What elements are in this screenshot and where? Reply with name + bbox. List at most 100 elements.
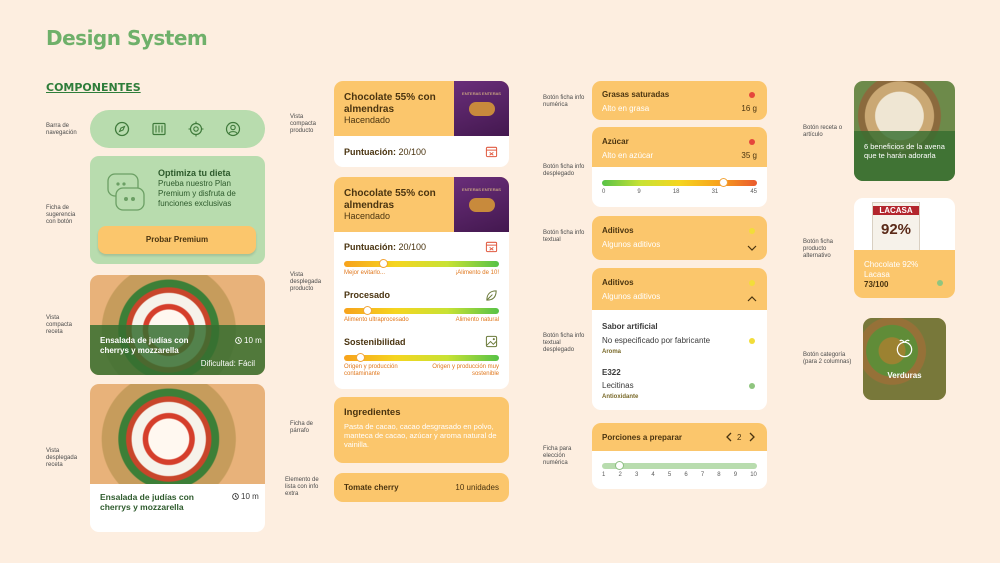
image-icon bbox=[485, 335, 498, 348]
tick-label: 3 bbox=[634, 472, 639, 478]
score-scale: Mejor evitarlo... ¡Alimento de 10! bbox=[344, 259, 499, 276]
tick-label: 5 bbox=[667, 472, 672, 478]
status-dot bbox=[749, 280, 755, 286]
paragraph-card: Ingredientes Pasta de cacao, cacao desgr… bbox=[334, 397, 509, 463]
calendar-icon bbox=[485, 241, 498, 253]
tick-label: 31 bbox=[711, 189, 719, 195]
alt-product-brand: Lacasa bbox=[864, 270, 890, 279]
additive-tag: Aroma bbox=[602, 349, 622, 355]
sat-fats-card[interactable]: Grasas saturadas Alto en grasa 16 g bbox=[592, 81, 767, 120]
info-title: Aditivos bbox=[602, 226, 634, 235]
premium-button[interactable]: Probar Premium bbox=[98, 226, 256, 254]
tick-label: 1 bbox=[602, 472, 606, 478]
list-item-qty: 10 unidades bbox=[455, 483, 499, 492]
article-card[interactable]: 6 beneficios de la avena que te harán ad… bbox=[854, 81, 955, 181]
article-title: 6 beneficios de la avena que te harán ad… bbox=[864, 142, 945, 160]
portions-slider[interactable]: 1 2 3 4 5 6 7 8 9 10 bbox=[602, 461, 757, 478]
score-value: 20/100 bbox=[398, 147, 427, 157]
recipe-image bbox=[90, 384, 265, 484]
fridge-icon[interactable] bbox=[150, 120, 168, 138]
info-value: 35 g bbox=[741, 151, 757, 160]
suggestion-card: Optimiza tu dieta Prueba nuestro Plan Pr… bbox=[90, 156, 265, 264]
info-title: Grasas saturadas bbox=[602, 90, 670, 99]
score-value: 20/100 bbox=[398, 242, 427, 252]
status-dot bbox=[937, 280, 943, 286]
section-heading: COMPONENTES bbox=[46, 81, 141, 94]
additive-dot bbox=[749, 338, 755, 344]
tick-label: 45 bbox=[750, 189, 757, 195]
info-sub: Alto en grasa bbox=[602, 104, 650, 113]
additive-desc: No especificado por fabricante bbox=[602, 336, 711, 345]
suggestion-title: Optimiza tu dieta bbox=[158, 168, 231, 178]
tick-label: 6 bbox=[684, 472, 688, 478]
recipe-name: Ensalada de judías con cherrys y mozzare… bbox=[100, 336, 189, 355]
label-expanded-product: Vista desplegada producto bbox=[290, 272, 322, 292]
label-compact-product: Vista compacta producto bbox=[290, 114, 317, 134]
sustainability-scale: Origen y producción contaminante Origen … bbox=[344, 353, 499, 378]
clock-icon bbox=[235, 337, 242, 344]
product-name: Chocolate 55% con almendras bbox=[344, 92, 436, 115]
product-compact-card[interactable]: Chocolate 55% con almendras Hacendado EN… bbox=[334, 81, 509, 167]
recipe-compact-card[interactable]: Ensalada de judías con cherrys y mozzare… bbox=[90, 275, 265, 375]
vegetables-icon bbox=[896, 339, 913, 358]
category-card[interactable]: Verduras bbox=[863, 318, 946, 400]
recipe-time: 10 m bbox=[241, 492, 259, 501]
label-numeric-expanded: Botón ficha info desplegado bbox=[543, 164, 585, 177]
processed-title: Procesado bbox=[344, 290, 391, 300]
product-expanded-card[interactable]: Chocolate 55% con almendras Hacendado EN… bbox=[334, 177, 509, 389]
product-brand: Hacendado bbox=[344, 115, 391, 125]
paragraph-title: Ingredientes bbox=[344, 407, 401, 418]
label-alt-product: Botón ficha producto alternativo bbox=[803, 239, 834, 259]
processed-scale: Alimento ultraprocesado Alimento natural bbox=[344, 306, 499, 323]
recipe-name: Ensalada de judías con cherrys y mozzare… bbox=[100, 492, 195, 512]
alt-product-score: 73/100 bbox=[864, 280, 889, 289]
alt-product-name: Chocolate 92% bbox=[864, 260, 919, 269]
info-sub: Algunos aditivos bbox=[602, 240, 661, 249]
tick-label: 8 bbox=[717, 472, 721, 478]
clock-icon bbox=[232, 493, 239, 500]
status-dot bbox=[749, 139, 755, 145]
sustainability-title: Sostenibilidad bbox=[344, 337, 406, 347]
recipe-expanded-card[interactable]: Ensalada de judías con cherrys y mozzare… bbox=[90, 384, 265, 532]
label-navbar: Barra de navegación bbox=[46, 123, 77, 136]
list-item[interactable]: Tomate cherry 10 unidades bbox=[334, 473, 509, 502]
product-image: ENTERAS ENTERAS bbox=[454, 177, 509, 232]
target-icon[interactable] bbox=[187, 120, 205, 138]
info-title: Aditivos bbox=[602, 278, 634, 287]
score-label: Puntuación: bbox=[344, 242, 396, 252]
compass-icon[interactable] bbox=[113, 120, 131, 138]
tick-label: 2 bbox=[618, 472, 622, 478]
recipe-time: 10 m bbox=[244, 336, 262, 345]
status-dot bbox=[749, 92, 755, 98]
tick-label: 0 bbox=[602, 189, 606, 195]
profile-icon[interactable] bbox=[224, 120, 242, 138]
sugar-card[interactable]: Azúcar Alto en azúcar 35 g 0 9 18 31 45 bbox=[592, 127, 767, 207]
tick-label: 7 bbox=[700, 472, 705, 478]
additive-dot bbox=[749, 383, 755, 389]
label-numeric-choice: Ficha para elección numérica bbox=[543, 446, 572, 466]
additive-name: E322 bbox=[602, 368, 621, 377]
portions-title: Porciones a preparar bbox=[602, 433, 683, 442]
leaf-icon bbox=[486, 290, 497, 301]
additive-desc: Lecitinas bbox=[602, 381, 634, 390]
portions-value: 2 bbox=[737, 433, 742, 442]
nav-bar bbox=[90, 110, 265, 148]
label-paragraph: Ficha de párrafo bbox=[290, 421, 314, 434]
product-name: Chocolate 55% con almendras bbox=[344, 188, 436, 211]
chevron-right-icon[interactable] bbox=[749, 432, 756, 442]
label-suggestion: Ficha de sugerencia con botón bbox=[46, 205, 76, 225]
additives-card[interactable]: Aditivos Algunos aditivos bbox=[592, 216, 767, 260]
portions-card[interactable]: Porciones a preparar 2 1 2 3 4 5 6 7 8 9 10 bbox=[592, 423, 767, 489]
additives-expanded-card[interactable]: Aditivos Algunos aditivos Sabor artifici… bbox=[592, 268, 767, 410]
alt-product-card[interactable]: LACASA 92% Chocolate 92% Lacasa 73/100 bbox=[854, 198, 955, 298]
label-text-expanded: Botón ficha info textual desplegado bbox=[543, 333, 585, 353]
product-image: ENTERAS ENTERAS bbox=[454, 81, 509, 136]
chevron-up-icon bbox=[747, 296, 757, 302]
chevron-left-icon[interactable] bbox=[725, 432, 732, 442]
tick-label: 10 bbox=[750, 472, 757, 478]
label-recipe-article: Botón receta o artículo bbox=[803, 125, 843, 138]
label-expanded-recipe: Vista desplegada receta bbox=[46, 448, 78, 468]
category-name: Verduras bbox=[887, 371, 922, 380]
info-title: Azúcar bbox=[602, 137, 629, 146]
list-item-name: Tomate cherry bbox=[344, 483, 399, 492]
